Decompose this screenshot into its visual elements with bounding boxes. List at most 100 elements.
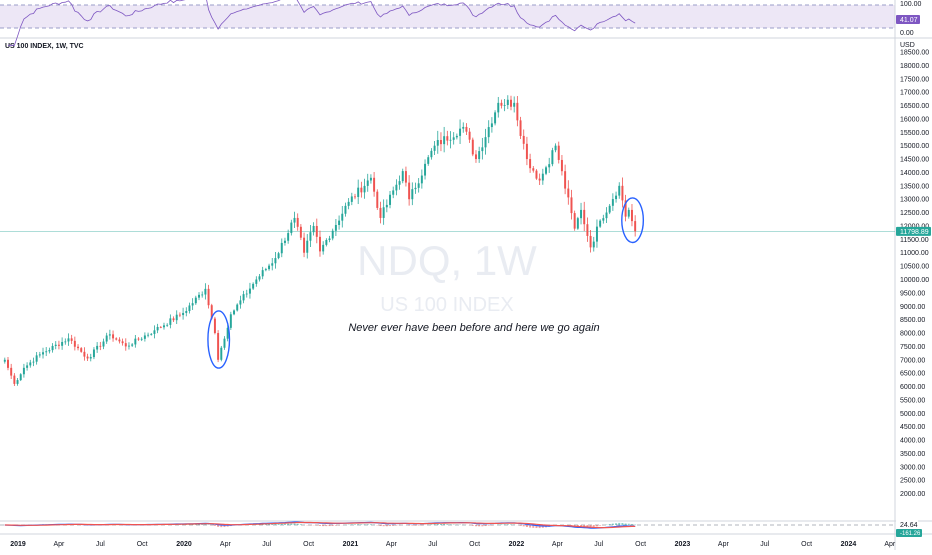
macd-histogram-bar xyxy=(475,525,477,526)
candle xyxy=(230,312,232,330)
time-tick-label: Apr xyxy=(552,541,564,548)
time-tick-label: Apr xyxy=(53,541,65,548)
macd-histogram-bar xyxy=(450,524,452,525)
macd-histogram-bar xyxy=(430,524,432,525)
price-tick-label: 6000.00 xyxy=(900,384,925,391)
watermark-ticker: NDQ, 1W xyxy=(357,237,537,284)
macd-histogram-bar xyxy=(395,525,397,526)
macd-histogram-bar xyxy=(332,525,334,526)
time-tick-label: Jul xyxy=(96,541,105,548)
candle xyxy=(472,138,474,157)
price-tick-label: 5500.00 xyxy=(900,397,925,404)
macd-histogram-bar xyxy=(615,523,617,525)
macd-histogram-bar xyxy=(386,525,388,526)
macd-histogram-bar xyxy=(510,524,512,525)
rsi-value-label: 41.07 xyxy=(900,17,918,24)
macd-histogram-bar xyxy=(297,524,299,525)
time-tick-label: Apr xyxy=(884,541,896,548)
macd-histogram-bar xyxy=(281,524,283,525)
macd-histogram-bar xyxy=(278,524,280,525)
time-tick-label: Apr xyxy=(220,541,232,548)
candle xyxy=(577,217,579,230)
price-tick-label: 10500.00 xyxy=(900,264,929,271)
macd-histogram-bar xyxy=(443,524,445,525)
macd-histogram-bar xyxy=(609,524,611,525)
time-tick-label: Jul xyxy=(262,541,271,548)
time-tick-label: Oct xyxy=(137,541,148,548)
price-tick-label: 18000.00 xyxy=(900,63,929,70)
macd-histogram-bar xyxy=(354,524,356,525)
macd-histogram-bar xyxy=(364,524,366,525)
macd-histogram-bar xyxy=(523,525,525,526)
price-tick-label: 6500.00 xyxy=(900,371,925,378)
macd-histogram-bar xyxy=(612,524,614,525)
macd-histogram-bar xyxy=(446,524,448,525)
candle xyxy=(574,211,576,231)
macd-histogram-bar xyxy=(472,525,474,526)
macd-histogram-bar xyxy=(488,525,490,526)
symbol-label[interactable]: US 100 INDEX, 1W, TVC xyxy=(5,43,84,50)
price-tick-label: 17500.00 xyxy=(900,76,929,83)
time-tick-label: Oct xyxy=(469,541,480,548)
macd-histogram-bar xyxy=(357,524,359,525)
price-tick-label: 11500.00 xyxy=(900,237,929,244)
macd-histogram-bar xyxy=(526,525,528,527)
macd-histogram-bar xyxy=(389,525,391,526)
price-tick-label: 7500.00 xyxy=(900,344,925,351)
time-tick-label: 2021 xyxy=(343,541,359,548)
macd-histogram-bar xyxy=(294,523,296,525)
macd-histogram-bar xyxy=(621,523,623,525)
time-tick-label: Apr xyxy=(386,541,398,548)
current-price-label: 11798.89 xyxy=(900,229,929,236)
price-tick-label: 13000.00 xyxy=(900,197,929,204)
macd-histogram-bar xyxy=(628,524,630,525)
macd-histogram-bar xyxy=(411,525,413,526)
rsi-scale-top: 100.00 xyxy=(900,1,922,8)
price-tick-label: 10000.00 xyxy=(900,277,929,284)
macd-histogram-bar xyxy=(481,525,483,526)
macd-histogram-bar xyxy=(329,525,331,526)
macd-histogram-bar xyxy=(414,525,416,526)
macd-histogram-bar xyxy=(618,523,620,525)
macd-histogram-bar xyxy=(379,525,381,526)
macd-histogram-bar xyxy=(360,524,362,525)
candle xyxy=(220,346,222,361)
macd-histogram-bar xyxy=(593,525,595,527)
macd-histogram-bar xyxy=(440,524,442,525)
time-tick-label: Jul xyxy=(760,541,769,548)
price-tick-label: 5000.00 xyxy=(900,411,925,418)
price-tick-label: 12500.00 xyxy=(900,210,929,217)
macd-histogram-bar xyxy=(437,524,439,525)
price-tick-label: 4000.00 xyxy=(900,438,925,445)
macd-histogram-bar xyxy=(335,525,337,526)
price-tick-label: 2000.00 xyxy=(900,491,925,498)
candle xyxy=(20,373,22,381)
candle xyxy=(376,189,378,210)
price-tick-label: 18500.00 xyxy=(900,50,929,57)
price-tick-label: 13500.00 xyxy=(900,183,929,190)
macd-histogram-bar xyxy=(325,525,327,526)
macd-histogram-bar xyxy=(290,524,292,525)
currency-label: USD xyxy=(900,42,915,49)
macd-histogram-bar xyxy=(367,524,369,525)
price-tick-label: 16500.00 xyxy=(900,103,929,110)
macd-histogram-bar xyxy=(284,524,286,525)
price-tick-label: 4500.00 xyxy=(900,424,925,431)
price-tick-label: 17000.00 xyxy=(900,90,929,97)
time-tick-label: Jul xyxy=(428,541,437,548)
macd-histogram-bar xyxy=(625,524,627,525)
time-tick-label: Jul xyxy=(594,541,603,548)
macd-histogram-bar xyxy=(434,524,436,525)
macd-histogram-bar xyxy=(504,524,506,525)
macd-histogram-bar xyxy=(453,524,455,525)
rsi-scale-bottom: 0.00 xyxy=(900,30,914,37)
chart-annotation[interactable]: Never ever have been before and here we … xyxy=(348,322,599,334)
macd-histogram-bar xyxy=(392,525,394,526)
macd-histogram-bar xyxy=(214,525,216,526)
time-tick-label: 2019 xyxy=(10,541,26,548)
time-tick-label: 2022 xyxy=(509,541,525,548)
time-tick-label: 2024 xyxy=(841,541,857,548)
price-tick-label: 16000.00 xyxy=(900,116,929,123)
